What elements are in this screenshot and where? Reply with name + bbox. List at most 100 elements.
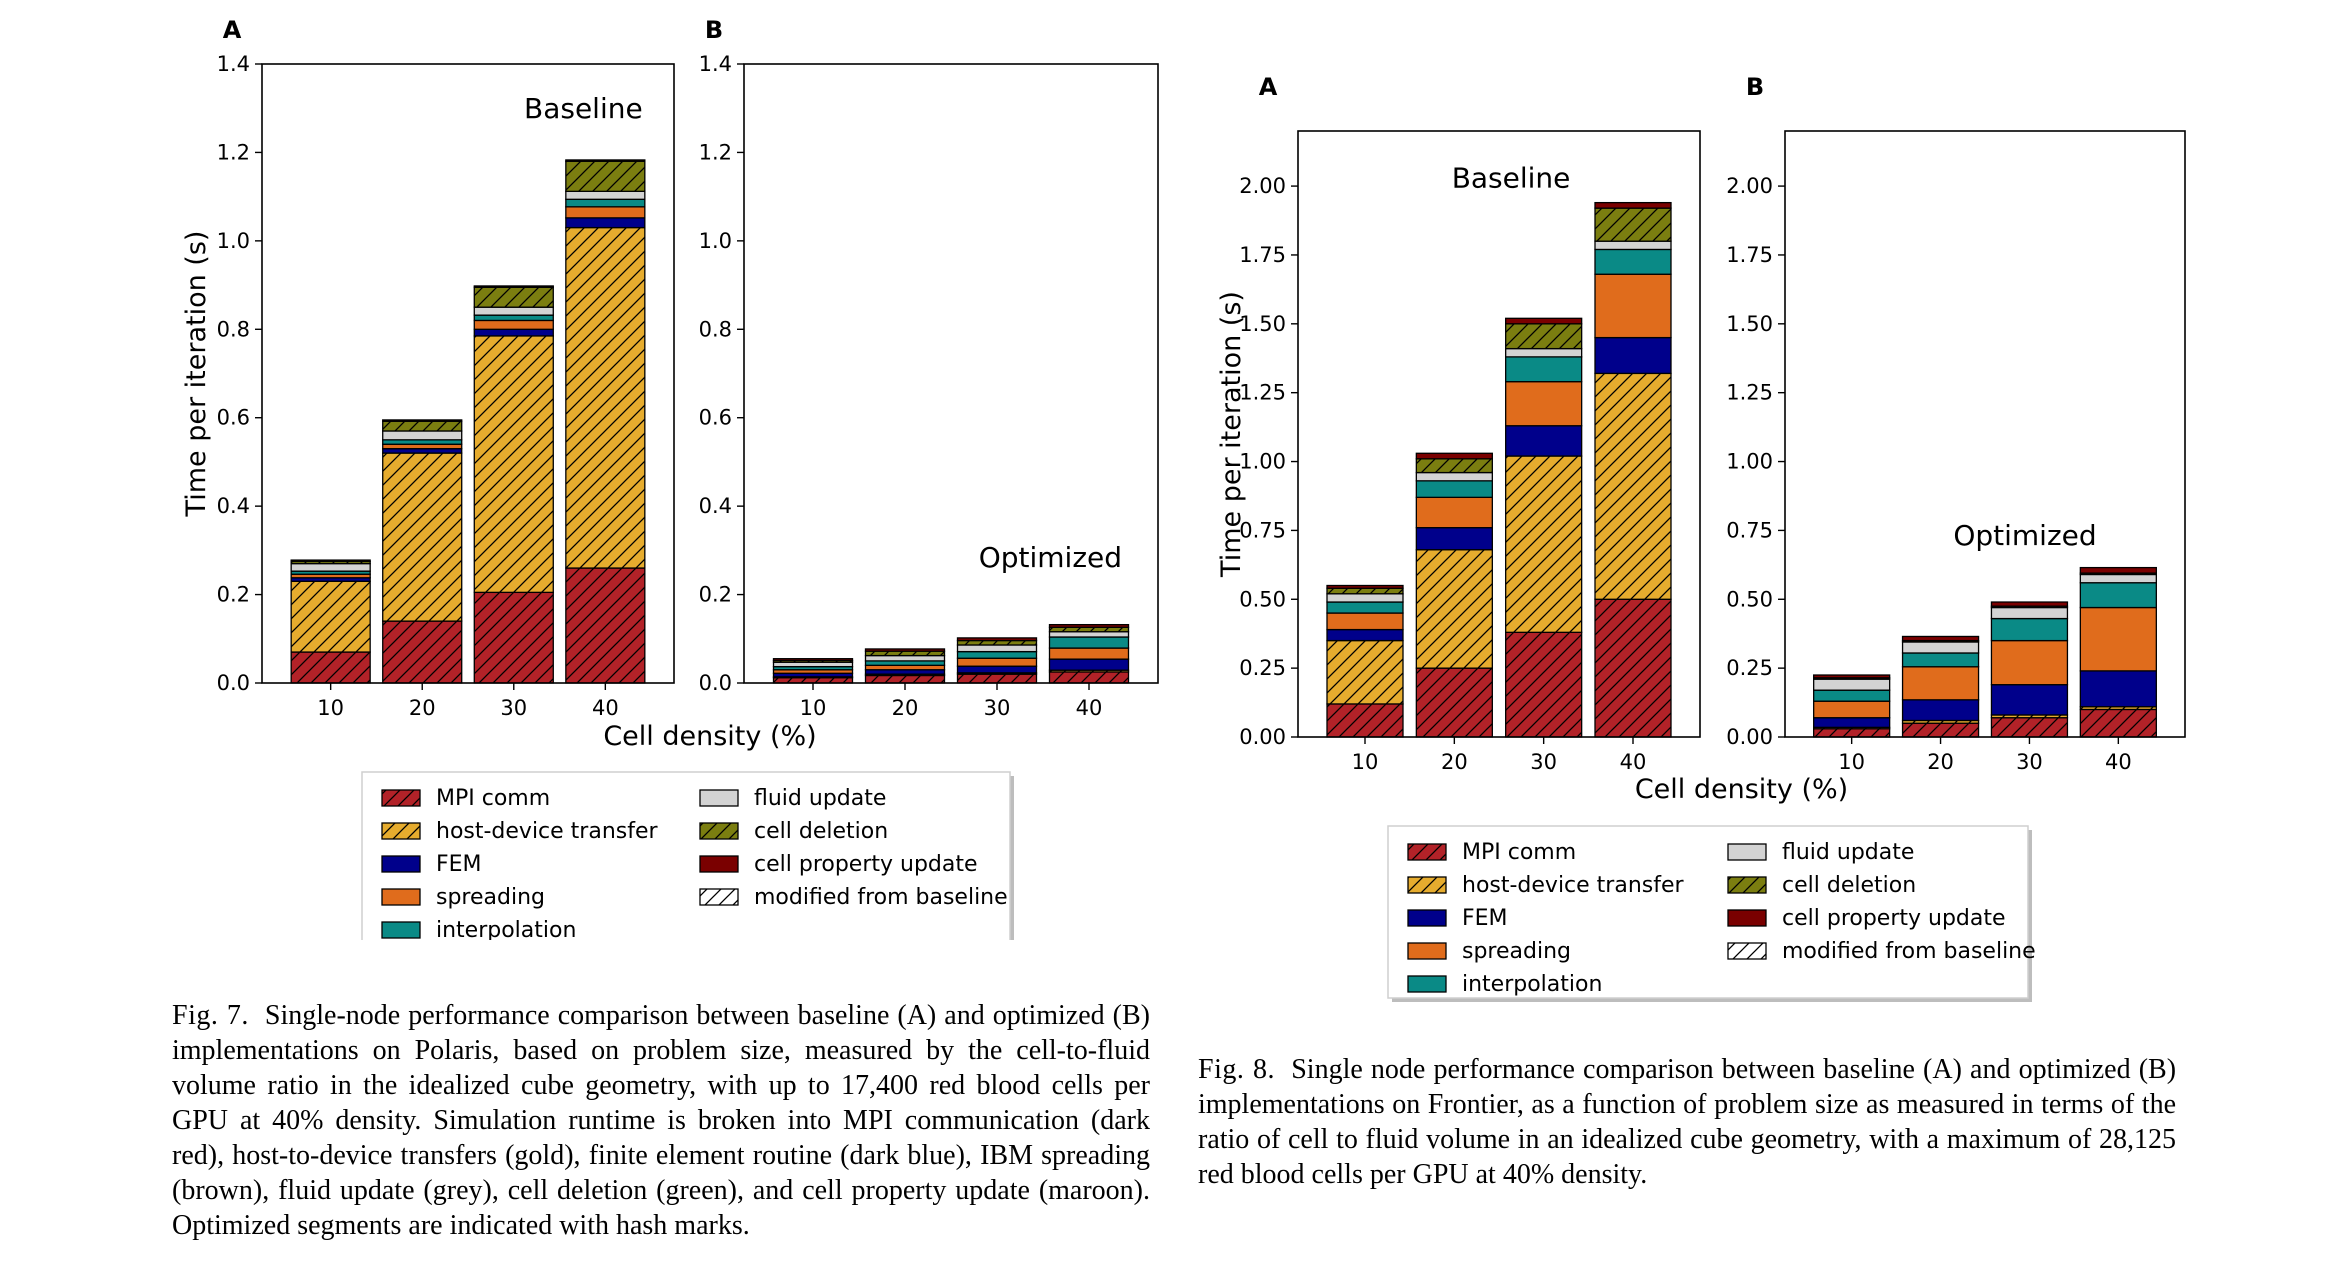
y-tick-label-a-0.0: 0.0 — [217, 671, 250, 695]
bar-a-20-spreading — [382, 443, 463, 450]
bar-a-30-fluid-update — [473, 306, 554, 316]
bar-b-20-host-device-transfer-hatch — [865, 674, 945, 676]
y-tick-label-b-1.00: 1.00 — [1726, 450, 1773, 474]
x-tick-label-b-10: 10 — [1838, 750, 1865, 774]
legend-swatch-fluid-update — [699, 789, 739, 807]
panel-letter-b: B — [1746, 73, 1764, 101]
bar-b-30-cell-deletion-hatch — [957, 640, 1037, 645]
y-tick-label-a-0.00: 0.00 — [1239, 725, 1286, 749]
bar-a-20-spreading — [1415, 496, 1493, 529]
y-tick-label-b-0.50: 0.50 — [1726, 587, 1773, 611]
x-tick-label-b-30: 30 — [2016, 750, 2043, 774]
bar-b-10-mpi-comm-hatch — [773, 677, 853, 683]
bar-a-20-fem — [1415, 527, 1493, 551]
y-tick-label-b-0.25: 0.25 — [1726, 656, 1773, 680]
bar-a-10-host-device-transfer-hatch — [1327, 640, 1403, 704]
x-tick-label-b-20: 20 — [892, 696, 919, 720]
legend-swatch-fem — [381, 855, 421, 873]
bar-b-10-mpi-comm-hatch — [1813, 728, 1890, 737]
figure-7-chart: 0.0 0.2 0.4 0.6 0.8 1.0 1.2 1.4 10 20 30 40 A Baselin… — [181, 16, 1159, 940]
bar-b-20-cell-property-update — [864, 648, 946, 652]
bar-a-10-cell-deletion-hatch — [1327, 588, 1403, 594]
y-tick-label-a-0.2: 0.2 — [217, 583, 250, 607]
legend-label-cell-deletion: cell deletion — [1782, 873, 1916, 898]
bar-b-40-spreading — [1048, 647, 1130, 660]
bar-a-20-cell-deletion-hatch — [1416, 458, 1493, 473]
legend-label-fluid-update: fluid update — [1782, 840, 1914, 865]
bar-a-40-cell-deletion-hatch — [565, 161, 645, 192]
bar-a-10-cell-property-update — [290, 559, 371, 563]
legend-swatch-hatch-mpi-comm — [382, 790, 420, 806]
figure-8-caption-label: Fig. 8. — [1198, 1054, 1275, 1085]
legend-label-mpi-comm: MPI comm — [436, 786, 550, 811]
figure-7-caption-text: Single-node performance comparison betwe… — [172, 1000, 1151, 1241]
y-tick-label-a-1.0: 1.0 — [217, 229, 250, 253]
bar-a-10-interpolation — [1326, 601, 1404, 614]
bar-a-30-host-device-transfer-hatch — [1505, 456, 1582, 633]
bar-b-20-mpi-comm-hatch — [865, 675, 945, 683]
bar-b-40-mpi-comm-hatch — [2080, 709, 2157, 737]
bar-b-30-interpolation — [956, 650, 1038, 659]
x-tick-label-b-40: 40 — [2105, 750, 2132, 774]
bar-b-10-host-device-transfer-hatch — [1813, 727, 1890, 729]
y-tick-label-a-1.50: 1.50 — [1239, 312, 1286, 336]
bar-a-10-mpi-comm-hatch — [291, 652, 371, 683]
bar-b-30-spreading — [1990, 639, 2069, 686]
bar-a-10-fluid-update — [1326, 593, 1404, 603]
legend-label-modified-from-baseline: modified from baseline — [754, 885, 1008, 910]
y-axis-label: Time per iteration (s) — [1216, 291, 1247, 578]
bar-a-10-fluid-update — [290, 562, 371, 572]
y-tick-label-a-2.00: 2.00 — [1239, 174, 1286, 198]
bar-a-40-host-device-transfer-hatch — [1595, 373, 1671, 600]
bar-a-40-fem — [565, 217, 646, 229]
panel-letter-a: A — [1259, 73, 1278, 101]
bar-b-40-interpolation — [1048, 636, 1130, 649]
bar-a-40-mpi-comm-hatch — [1595, 599, 1671, 737]
bar-b-40-fluid-update — [2079, 573, 2157, 584]
y-tick-label-a-1.00: 1.00 — [1239, 450, 1286, 474]
bar-a-20-host-device-transfer-hatch — [382, 453, 462, 622]
bar-a-30-cell-property-update — [473, 285, 554, 288]
bar-b-40-host-device-transfer-hatch — [2080, 706, 2157, 710]
bar-b-10-cell-property-update — [772, 658, 854, 662]
y-axis-label: Time per iteration (s) — [181, 231, 212, 518]
legend-swatch-hatch-cell-deletion — [700, 823, 738, 839]
legend-swatch-hatch-host-device-transfer — [1408, 877, 1446, 893]
y-tick-label-b-1.0: 1.0 — [699, 229, 732, 253]
bar-b-20-mpi-comm-hatch — [1902, 723, 1979, 737]
bar-b-30-host-device-transfer-hatch — [1991, 714, 2068, 718]
bar-a-40-spreading — [565, 206, 646, 219]
x-axis-label: Cell density (%) — [603, 721, 816, 752]
bar-a-20-cell-deletion-hatch — [382, 421, 462, 431]
y-tick-label-b-0.00: 0.00 — [1726, 725, 1773, 749]
y-tick-label-a-0.6: 0.6 — [217, 406, 250, 430]
y-tick-label-a-1.4: 1.4 — [217, 52, 250, 76]
x-tick-label-b-40: 40 — [1076, 696, 1103, 720]
bar-a-20-host-device-transfer-hatch — [1416, 549, 1493, 669]
panel-annotation-a: Baseline — [524, 92, 643, 125]
bar-b-40-cell-property-update — [2079, 566, 2157, 574]
panel-b: 0.00 0.25 0.50 0.75 1.00 1.25 1.50 1.75 2.00 10 20… — [1726, 73, 2186, 774]
bar-a-40-interpolation — [565, 198, 646, 208]
bar-b-20-spreading — [864, 664, 946, 671]
bar-b-40-interpolation — [2079, 582, 2157, 609]
y-tick-label-b-0.2: 0.2 — [699, 583, 732, 607]
bar-a-40-fluid-update — [1594, 240, 1672, 251]
x-tick-label-a-40: 40 — [1620, 750, 1647, 774]
legend-label-host-device-transfer: host-device transfer — [436, 819, 659, 844]
legend-label-cell-deletion: cell deletion — [754, 819, 888, 844]
y-tick-label-b-0.4: 0.4 — [699, 494, 732, 518]
panel-b: 0.0 0.2 0.4 0.6 0.8 1.0 1.2 1.4 10 20 30 40 B Optimiz… — [699, 16, 1159, 720]
bar-a-20-cell-property-update — [382, 419, 463, 422]
bar-a-10-cell-deletion-hatch — [291, 561, 371, 564]
bar-a-20-fluid-update — [1415, 471, 1493, 482]
bar-a-30-mpi-comm-hatch — [474, 592, 554, 683]
bar-b-20-host-device-transfer-hatch — [1902, 720, 1979, 724]
figure-8-caption: Fig. 8. Single node performance comparis… — [1198, 1052, 2176, 1192]
bar-a-10-mpi-comm-hatch — [1327, 703, 1403, 737]
bar-a-30-fem — [473, 328, 554, 337]
bar-a-10-fem — [1326, 628, 1404, 642]
bar-a-10-spreading — [1326, 612, 1404, 631]
legend-swatch-cell-property-update — [1727, 909, 1767, 927]
bar-a-20-interpolation — [382, 439, 463, 445]
